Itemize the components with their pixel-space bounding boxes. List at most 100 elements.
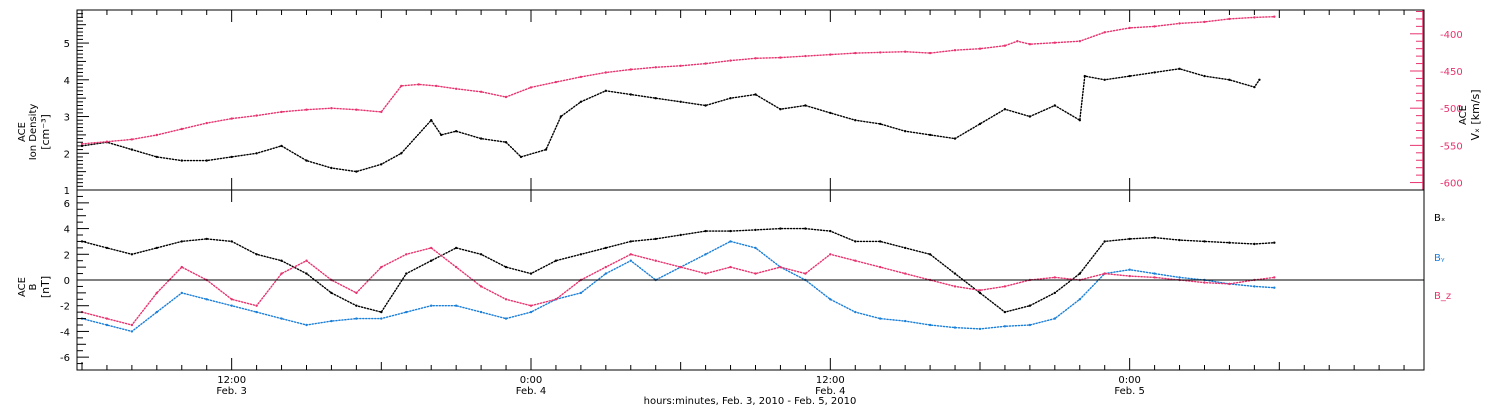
bx-point (654, 237, 657, 241)
speed-series (80, 15, 1276, 146)
x-tick-time: 0:00 (520, 375, 542, 386)
speed-ylabel-line1: ACE (1458, 105, 1469, 125)
density-point (1078, 119, 1082, 122)
bx-point (779, 227, 782, 230)
speed-point (829, 53, 832, 56)
by-point (579, 291, 583, 295)
density-point (704, 104, 707, 107)
speed-point (679, 64, 682, 68)
density-point (754, 93, 757, 96)
density-tick-label: 2 (64, 149, 70, 160)
bz-point (829, 253, 832, 256)
by-point (280, 317, 283, 320)
density-point (519, 155, 523, 159)
speed-point (230, 117, 233, 120)
top-ylabel-line1: ACE (17, 122, 28, 142)
density-point (679, 100, 682, 104)
density-point (130, 148, 134, 151)
speed-point (1128, 26, 1131, 30)
speed-y-ticks: -600 -550 -500 -450 -400 (1410, 10, 1463, 191)
by-point (928, 323, 932, 327)
b-tick-label: -2 (60, 302, 70, 313)
speed-point (435, 84, 438, 88)
bz-point (1228, 282, 1231, 286)
density-point (854, 119, 857, 122)
density-point (400, 152, 403, 155)
speed-point (479, 90, 483, 94)
x-tick-date: Feb. 4 (516, 386, 546, 397)
by-point (504, 317, 508, 320)
bx-point (704, 229, 707, 233)
speed-point (1078, 40, 1082, 43)
density-point (978, 122, 982, 126)
density-point (504, 141, 508, 144)
bz-point (504, 298, 508, 301)
speed-point (1178, 22, 1181, 25)
speed-point (255, 114, 258, 117)
bx-point (804, 227, 807, 230)
bz-point (1153, 276, 1156, 279)
bx-point (105, 246, 109, 250)
bx-point (729, 229, 732, 233)
by-point (355, 317, 358, 320)
top-left-ylabel: ACE Ion Density [cm⁻³] (17, 104, 52, 161)
legend-bx: Bₓ (1434, 213, 1445, 224)
density-point (155, 155, 158, 159)
speed-point (978, 47, 982, 50)
by-point (904, 319, 907, 323)
top-panel: 1 2 3 4 5 -600 -550 -500 -450 -400 (64, 9, 1463, 197)
top-right-ylabel: ACE Vₓ [km/s] (1458, 89, 1482, 140)
by-point (205, 298, 208, 301)
bx-point (405, 272, 408, 275)
density-tick-label: 5 (64, 39, 70, 50)
bx-point (1203, 240, 1206, 243)
speed-point (854, 51, 857, 55)
b-tick-label: 4 (64, 225, 70, 236)
density-y-ticks: 1 2 3 4 5 (64, 9, 89, 197)
speed-trace (81, 16, 1276, 145)
bx-point (1253, 242, 1256, 246)
speed-point (1003, 44, 1007, 47)
bx-trace (81, 227, 1276, 313)
density-point (479, 137, 483, 140)
legend-by: Bᵧ (1434, 253, 1445, 264)
bottom-panel-frame (76, 189, 1425, 371)
density-point (1083, 74, 1087, 78)
bx-point (1128, 237, 1131, 241)
speed-point (1053, 41, 1057, 44)
density-point (280, 144, 283, 148)
speed-point (729, 59, 732, 62)
density-point (1103, 78, 1106, 82)
bx-point (679, 233, 682, 237)
bz-point (704, 272, 707, 275)
bz-point (255, 304, 258, 307)
speed-point (80, 142, 84, 146)
density-point (904, 130, 907, 133)
speed-point (355, 108, 358, 111)
b-ylabel-line1: ACE (17, 277, 28, 297)
bx-point (904, 246, 907, 250)
speed-point (579, 75, 583, 79)
speed-point (180, 127, 183, 131)
speed-point (529, 86, 533, 89)
by-point (305, 323, 308, 327)
density-point (629, 93, 632, 96)
density-point (1153, 71, 1156, 74)
bz-point (1103, 272, 1106, 275)
by-point (879, 317, 882, 320)
density-point (1028, 115, 1032, 118)
by-point (829, 298, 832, 301)
by-point (729, 240, 732, 243)
by-point (430, 304, 433, 307)
bx (80, 227, 1276, 314)
bx-point (205, 237, 208, 241)
density-point (879, 122, 882, 126)
density-tick-label: 3 (64, 113, 70, 124)
legend-bz: B_z (1434, 291, 1451, 302)
by-point (155, 310, 158, 314)
by-point (180, 291, 183, 295)
speed-point (754, 57, 757, 60)
bz-point (654, 259, 657, 262)
top-ylabel-line3: [cm⁻³] (39, 114, 52, 150)
